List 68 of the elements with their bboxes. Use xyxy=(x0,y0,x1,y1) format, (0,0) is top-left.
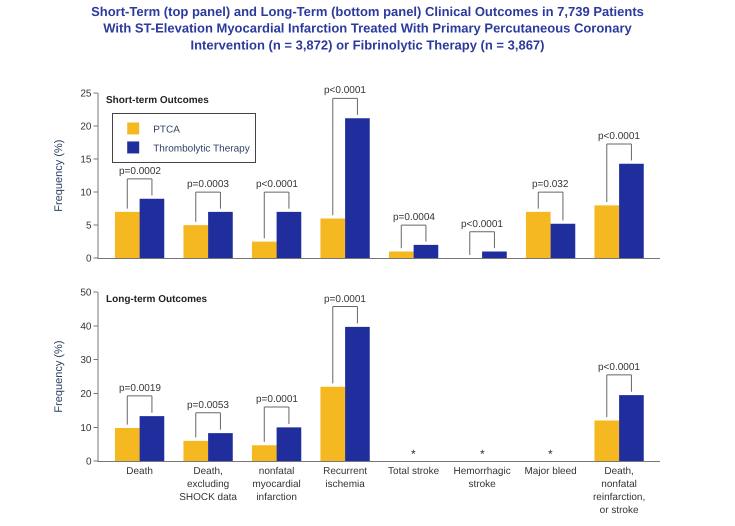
annotation: p=0.0003 xyxy=(187,179,230,190)
bar xyxy=(619,395,644,462)
annotation: * xyxy=(480,447,485,461)
y-tick-label: 5 xyxy=(86,220,92,232)
y-axis-title: Frequency (%) xyxy=(53,140,66,212)
bar xyxy=(183,440,208,462)
bar xyxy=(208,212,233,258)
bar xyxy=(114,428,140,462)
y-tick-label: 10 xyxy=(80,188,92,199)
bar xyxy=(345,118,370,258)
y-tick-label: 25 xyxy=(80,88,92,100)
bar xyxy=(388,252,414,258)
bar xyxy=(276,212,302,258)
chart-subtitle: Long-term Outcomes xyxy=(106,294,208,305)
x-tick-label: Recurrent ischemia xyxy=(323,466,368,490)
bar xyxy=(482,252,507,258)
y-tick-label: 50 xyxy=(80,287,92,298)
bar xyxy=(276,427,302,462)
y-axis-title: Frequency (%) xyxy=(53,340,66,413)
annotation: p=0.0001 xyxy=(324,294,366,305)
bar xyxy=(208,433,233,462)
legend-label: PTCA xyxy=(153,124,180,136)
chart-subtitle: Short-term Outcomes xyxy=(106,95,210,106)
bar xyxy=(320,386,346,462)
x-tick-label: Total stroke xyxy=(388,466,440,478)
bar xyxy=(183,225,208,258)
annotation: p=0.032 xyxy=(532,179,569,190)
bar xyxy=(114,212,140,258)
x-tick-label: nonfatal myocardial infarction xyxy=(252,466,301,504)
y-tick-label: 15 xyxy=(80,154,92,166)
y-tick-label: 40 xyxy=(80,321,92,332)
bar xyxy=(619,164,644,258)
y-tick-label: 0 xyxy=(86,456,92,468)
y-tick-label: 20 xyxy=(80,122,92,133)
bar xyxy=(550,224,576,258)
annotation: p=0.0004 xyxy=(393,212,436,223)
annotation: p<0.0001 xyxy=(598,362,640,373)
annotation: p<0.0001 xyxy=(598,131,640,142)
y-tick-label: 20 xyxy=(80,388,92,400)
y-tick-label: 30 xyxy=(80,355,92,366)
bar xyxy=(252,445,277,462)
bar xyxy=(414,244,438,258)
annotation: * xyxy=(411,447,416,461)
bar xyxy=(140,416,164,462)
x-tick-label: Death, excluding SHOCK data xyxy=(179,466,238,504)
annotation: p=0.0019 xyxy=(119,383,162,394)
x-tick-label: Death xyxy=(126,466,153,478)
legend-label: Thrombolytic Therapy xyxy=(153,143,250,154)
x-tick-label: Hemorrhagic stroke xyxy=(453,466,511,490)
y-tick-label: 10 xyxy=(80,422,92,434)
bar xyxy=(594,205,620,258)
annotation: p=0.0001 xyxy=(256,394,298,405)
annotation: p<0.0001 xyxy=(256,179,298,190)
annotation: p<0.0001 xyxy=(324,85,366,96)
bar xyxy=(320,218,346,258)
y-tick-label: 0 xyxy=(86,254,92,265)
bar xyxy=(345,326,370,462)
annotation: p=0.0053 xyxy=(187,400,230,411)
x-tick-label: Major bleed xyxy=(524,466,577,478)
chart-title: Short-Term (top panel) and Long-Term (bottom panel) Clinical Outcomes in 7,739 Patients With ST-Elevation Myocardial Infarction Treated With Primary Percutaneous Coronary Intervention (n = 3,872) or Fibrinolytic Therapy (n = 3,867) xyxy=(91,4,644,53)
annotation: p<0.0001 xyxy=(461,219,504,230)
x-tick-label: Death, nonfatal reinfarction, or stroke xyxy=(592,466,646,516)
annotation: p=0.0002 xyxy=(119,166,162,177)
bar xyxy=(526,212,551,258)
bar xyxy=(594,420,620,462)
annotation: * xyxy=(548,447,553,461)
bar xyxy=(252,242,277,258)
bar xyxy=(140,198,164,258)
